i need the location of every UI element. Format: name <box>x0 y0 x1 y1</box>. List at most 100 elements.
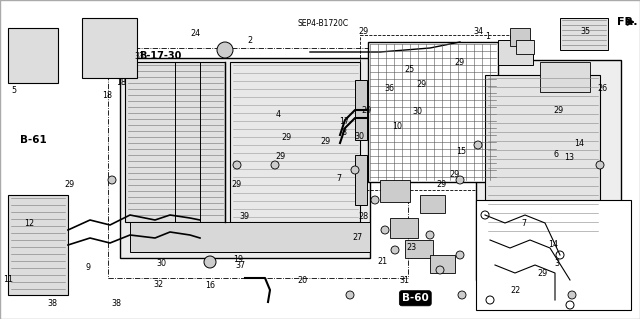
Text: 37: 37 <box>235 261 245 270</box>
Bar <box>355 155 367 205</box>
Circle shape <box>108 176 116 184</box>
Circle shape <box>217 42 233 58</box>
Text: 30: 30 <box>355 132 365 141</box>
Text: 18: 18 <box>116 78 127 87</box>
Circle shape <box>426 231 434 239</box>
Text: 29: 29 <box>454 58 465 67</box>
Bar <box>8 195 68 295</box>
Bar <box>380 180 410 202</box>
Text: 13: 13 <box>564 153 575 162</box>
Circle shape <box>458 291 466 299</box>
Text: 14: 14 <box>574 139 584 148</box>
Text: 18: 18 <box>102 91 113 100</box>
Bar <box>420 195 445 213</box>
Circle shape <box>456 176 464 184</box>
Text: 29: 29 <box>64 180 74 189</box>
Text: 38: 38 <box>47 299 58 308</box>
Text: 28: 28 <box>358 212 369 221</box>
Text: 29: 29 <box>538 269 548 278</box>
Text: 29: 29 <box>232 180 242 189</box>
Text: 9: 9 <box>86 263 91 272</box>
Text: 23: 23 <box>406 243 417 252</box>
Text: 36: 36 <box>384 84 394 93</box>
Text: 39: 39 <box>239 212 250 221</box>
Text: B-60: B-60 <box>402 293 429 303</box>
Text: 8: 8 <box>342 128 347 137</box>
Text: 29: 29 <box>358 27 369 36</box>
Bar <box>360 35 510 190</box>
Text: SEP4-B1720C: SEP4-B1720C <box>298 19 349 28</box>
Text: 25: 25 <box>404 65 415 74</box>
Circle shape <box>271 161 279 169</box>
Bar <box>230 62 360 222</box>
Text: 4: 4 <box>276 110 281 119</box>
Text: 29: 29 <box>449 170 460 179</box>
Bar <box>476 200 631 310</box>
Text: 15: 15 <box>456 147 466 156</box>
Bar <box>430 255 455 273</box>
Bar <box>560 18 608 50</box>
Bar <box>355 80 367 140</box>
Text: 7: 7 <box>337 174 342 183</box>
Circle shape <box>346 291 354 299</box>
Text: 31: 31 <box>399 276 410 285</box>
Text: 32: 32 <box>154 280 164 289</box>
Circle shape <box>568 291 576 299</box>
Circle shape <box>204 256 216 268</box>
Text: 33: 33 <box>134 52 145 61</box>
Bar <box>130 222 370 252</box>
Text: 2: 2 <box>247 36 252 45</box>
Text: 10: 10 <box>392 122 402 130</box>
Text: 5: 5 <box>12 86 17 95</box>
Text: 29: 29 <box>553 106 563 115</box>
Text: 22: 22 <box>510 286 520 295</box>
Bar <box>8 28 58 83</box>
Circle shape <box>474 141 482 149</box>
Bar <box>120 58 370 258</box>
Circle shape <box>456 251 464 259</box>
Bar <box>498 40 533 65</box>
Bar <box>516 40 534 54</box>
Text: 12: 12 <box>24 219 34 228</box>
Text: 29: 29 <box>361 106 371 115</box>
Text: 29: 29 <box>320 137 330 146</box>
Circle shape <box>436 266 444 274</box>
Text: 24: 24 <box>190 29 200 38</box>
Circle shape <box>596 161 604 169</box>
Bar <box>476 60 621 280</box>
Circle shape <box>351 166 359 174</box>
Circle shape <box>391 246 399 254</box>
Text: B-61: B-61 <box>20 135 47 145</box>
Circle shape <box>233 161 241 169</box>
Circle shape <box>381 226 389 234</box>
Text: 30: 30 <box>156 259 166 268</box>
Text: 26: 26 <box>598 84 608 93</box>
Text: B-17-30: B-17-30 <box>140 51 182 61</box>
Bar <box>82 18 137 78</box>
Text: 19: 19 <box>233 256 243 264</box>
Text: 14: 14 <box>548 240 559 249</box>
Text: 30: 30 <box>412 107 422 115</box>
Text: 7: 7 <box>521 219 526 228</box>
Text: 35: 35 <box>580 27 591 36</box>
Bar <box>485 75 600 235</box>
Text: 29: 29 <box>282 133 292 142</box>
Text: 20: 20 <box>297 276 307 285</box>
Bar <box>540 62 590 92</box>
Circle shape <box>371 196 379 204</box>
Text: 6: 6 <box>553 150 558 159</box>
Text: 3: 3 <box>554 259 559 268</box>
Text: 29: 29 <box>275 152 285 161</box>
Bar <box>405 240 433 258</box>
Text: 38: 38 <box>111 299 122 308</box>
Text: 29: 29 <box>436 180 447 189</box>
Text: 21: 21 <box>378 257 388 266</box>
Text: 17: 17 <box>339 117 349 126</box>
Bar <box>125 62 225 222</box>
Text: 27: 27 <box>352 233 362 242</box>
Bar <box>510 28 530 46</box>
Text: 1: 1 <box>485 32 490 41</box>
Text: FR.: FR. <box>617 17 637 27</box>
Text: 16: 16 <box>205 281 215 290</box>
Bar <box>390 218 418 238</box>
